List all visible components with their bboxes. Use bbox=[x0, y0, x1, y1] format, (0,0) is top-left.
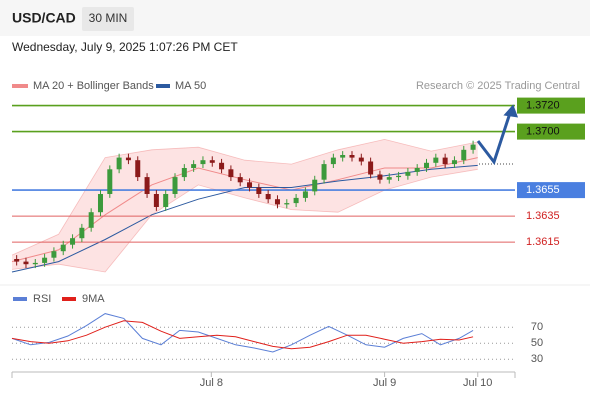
bollinger-lower bbox=[11, 168, 478, 273]
candle-body bbox=[23, 261, 29, 265]
candle-body bbox=[349, 155, 355, 158]
legend-label: 9MA bbox=[82, 293, 105, 305]
candle-body bbox=[330, 157, 336, 165]
candle-body bbox=[405, 171, 411, 176]
level-label: 1.3700 bbox=[526, 126, 560, 138]
candle-body bbox=[60, 244, 66, 252]
candle-body bbox=[470, 144, 476, 150]
ma50-line bbox=[11, 164, 478, 273]
level-label: 1.3635 bbox=[526, 210, 560, 222]
bollinger-fill bbox=[12, 139, 478, 272]
candle-body bbox=[42, 257, 48, 263]
x-tick-label: Jul 10 bbox=[463, 377, 492, 389]
timeframe[interactable]: 30 MIN bbox=[89, 11, 128, 25]
candle-body bbox=[88, 212, 94, 228]
candle-body bbox=[461, 149, 467, 161]
candle-body bbox=[70, 238, 76, 245]
level-label: 1.3655 bbox=[526, 184, 560, 196]
source: Research © 2025 Trading Central bbox=[416, 80, 580, 92]
candle-body bbox=[312, 179, 318, 192]
candle-body bbox=[451, 160, 457, 165]
candle-body bbox=[302, 191, 308, 198]
candle-body bbox=[237, 177, 243, 183]
candle-body bbox=[265, 194, 271, 200]
candle-body bbox=[442, 157, 448, 165]
legend-swatch bbox=[62, 297, 76, 301]
level-label: 1.3720 bbox=[526, 100, 560, 112]
candle-body bbox=[172, 177, 178, 194]
projection-arrow bbox=[476, 112, 512, 166]
level-label-box bbox=[517, 182, 585, 199]
candle-body bbox=[79, 227, 85, 239]
level-label: 1.3615 bbox=[526, 236, 560, 248]
legend-label: MA 20 + Bollinger Bands bbox=[33, 80, 154, 92]
y-tick-label: 70 bbox=[531, 321, 543, 333]
arrow-head bbox=[503, 104, 519, 118]
candle-body bbox=[153, 194, 159, 207]
candle-body bbox=[32, 262, 38, 265]
candle-body bbox=[219, 162, 225, 170]
candle-body bbox=[181, 168, 187, 178]
series-line bbox=[11, 320, 474, 350]
candle-body bbox=[368, 161, 374, 175]
candle-body bbox=[125, 157, 131, 161]
legend-swatch bbox=[156, 84, 170, 88]
candle-body bbox=[396, 175, 402, 178]
x-tick-label: Jul 8 bbox=[200, 377, 223, 389]
candle-body bbox=[293, 197, 299, 204]
legend-label: MA 50 bbox=[175, 80, 206, 92]
x-tick-label: Jul 9 bbox=[373, 377, 396, 389]
candle-body bbox=[116, 157, 122, 170]
candle-body bbox=[386, 177, 392, 180]
candle-body bbox=[144, 177, 150, 194]
candle-body bbox=[107, 169, 113, 194]
legend-swatch bbox=[13, 297, 27, 301]
candle-body bbox=[163, 194, 169, 207]
legend-swatch bbox=[12, 84, 28, 88]
candle-body bbox=[135, 160, 141, 178]
candle-body bbox=[247, 182, 253, 188]
candle-body bbox=[209, 160, 215, 163]
y-tick-label: 50 bbox=[531, 337, 543, 349]
candle-body bbox=[51, 251, 57, 258]
candle-body bbox=[321, 164, 327, 180]
level-label-box bbox=[517, 97, 585, 114]
candle-body bbox=[377, 174, 383, 180]
candle-body bbox=[191, 164, 197, 168]
candle-body bbox=[14, 259, 20, 262]
candle-body bbox=[424, 162, 430, 168]
candle-body bbox=[433, 157, 439, 163]
symbol: USD/CAD bbox=[12, 10, 76, 26]
legend-label: RSI bbox=[33, 293, 51, 305]
bollinger-upper bbox=[11, 138, 478, 256]
series-line bbox=[11, 313, 474, 353]
candle-body bbox=[358, 157, 364, 162]
timeframe-button[interactable] bbox=[82, 7, 134, 31]
candle-body bbox=[414, 168, 420, 172]
candle-body bbox=[284, 203, 290, 205]
candle-body bbox=[340, 155, 346, 158]
y-tick-label: 30 bbox=[531, 353, 543, 365]
candle-body bbox=[274, 199, 280, 205]
candle-body bbox=[256, 187, 262, 194]
candle-body bbox=[200, 160, 206, 165]
candle-body bbox=[228, 169, 234, 178]
level-label-box bbox=[517, 123, 585, 140]
plot-layer: 1.3720 1.3700 1.3655 1.3635 1.3615 30 50 70 Jul … bbox=[11, 97, 585, 389]
timestamp: Wednesday, July 9, 2025 1:07:26 PM CET bbox=[12, 40, 238, 54]
candle-body bbox=[97, 194, 103, 213]
